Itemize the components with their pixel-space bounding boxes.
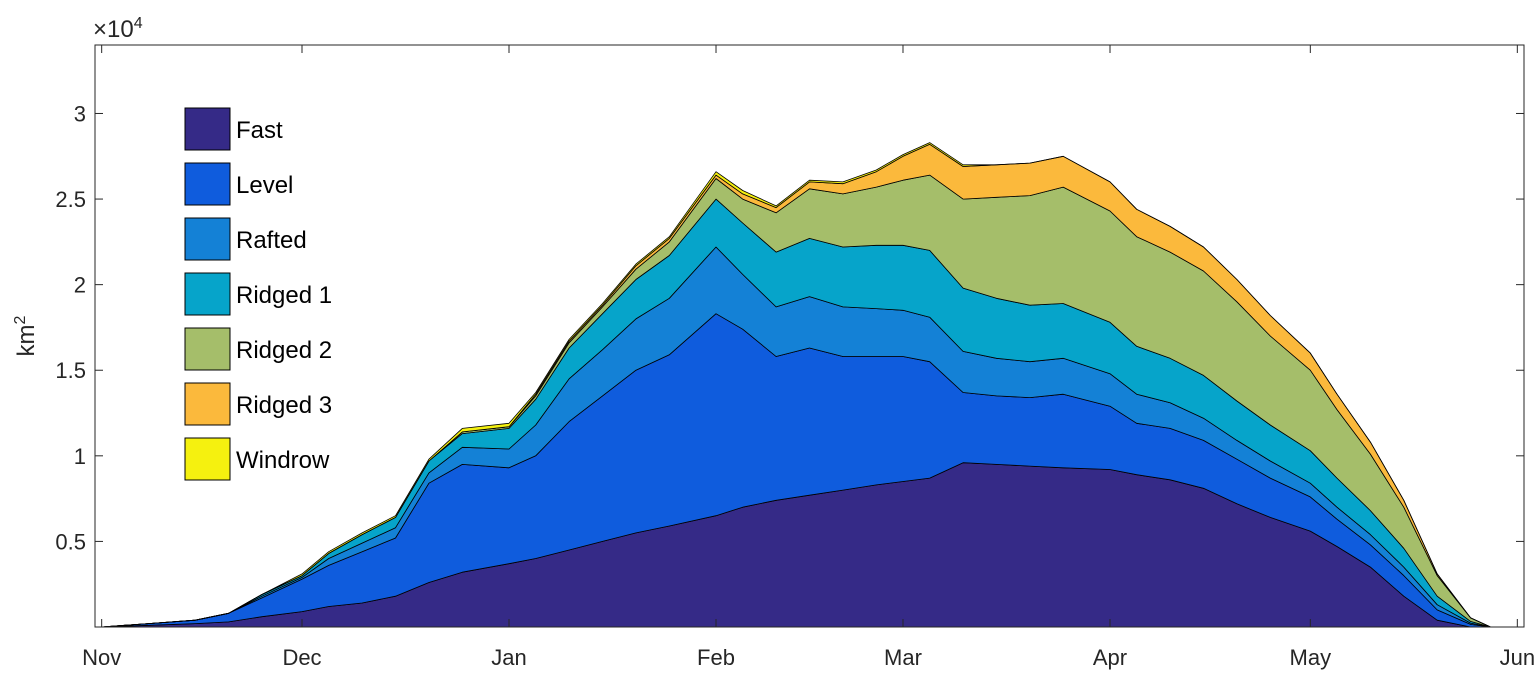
x-tick-label: Jun — [1500, 645, 1535, 670]
area-series-group — [101, 142, 1491, 628]
legend-swatch-ridged-1 — [184, 272, 231, 316]
y-tick-label: 3 — [74, 101, 86, 126]
legend-label-ridged-3: Ridged 3 — [236, 392, 332, 419]
y-tick-label: 2.5 — [55, 187, 86, 212]
plot-frame — [94, 44, 1525, 628]
y-tick-label: 1.5 — [55, 358, 86, 383]
x-tick-label: May — [1290, 645, 1332, 670]
x-tick-label: Apr — [1093, 645, 1127, 670]
legend-swatch-level — [184, 162, 231, 206]
x-tick-label: Feb — [697, 645, 735, 670]
legend: Fast Level Rafted Ridged 1 Ridged 2 Ridged 3 W… — [184, 107, 332, 481]
y-axis-ticks: 0.5 1 1.5 2 2.5 3 — [55, 101, 1524, 554]
legend-label-ridged-2: Ridged 2 — [236, 337, 332, 364]
legend-label-ridged-1: Ridged 1 — [236, 282, 332, 309]
y-tick-label: 0.5 — [55, 529, 86, 554]
legend-label-rafted: Rafted — [236, 227, 307, 254]
legend-swatch-ridged-3 — [184, 382, 231, 426]
x-tick-label: Mar — [884, 645, 922, 670]
x-tick-label: Jan — [491, 645, 526, 670]
legend-swatch-rafted — [184, 217, 231, 261]
legend-swatch-ridged-2 — [184, 327, 231, 371]
y-axis-label: km2 — [12, 315, 40, 356]
legend-label-level: Level — [236, 172, 293, 199]
legend-label-fast: Fast — [236, 117, 283, 144]
x-tick-label: Dec — [282, 645, 321, 670]
legend-label-windrow: Windrow — [236, 447, 330, 474]
x-tick-label: Nov — [82, 645, 121, 670]
x-axis-ticks: Nov Dec Jan Feb Mar Apr May Jun — [82, 45, 1535, 670]
y-tick-label: 2 — [74, 273, 86, 298]
y-exponent-label: ×104 — [93, 15, 143, 43]
legend-swatch-windrow — [184, 437, 231, 481]
y-tick-label: 1 — [74, 444, 86, 469]
legend-swatch-fast — [184, 107, 231, 151]
